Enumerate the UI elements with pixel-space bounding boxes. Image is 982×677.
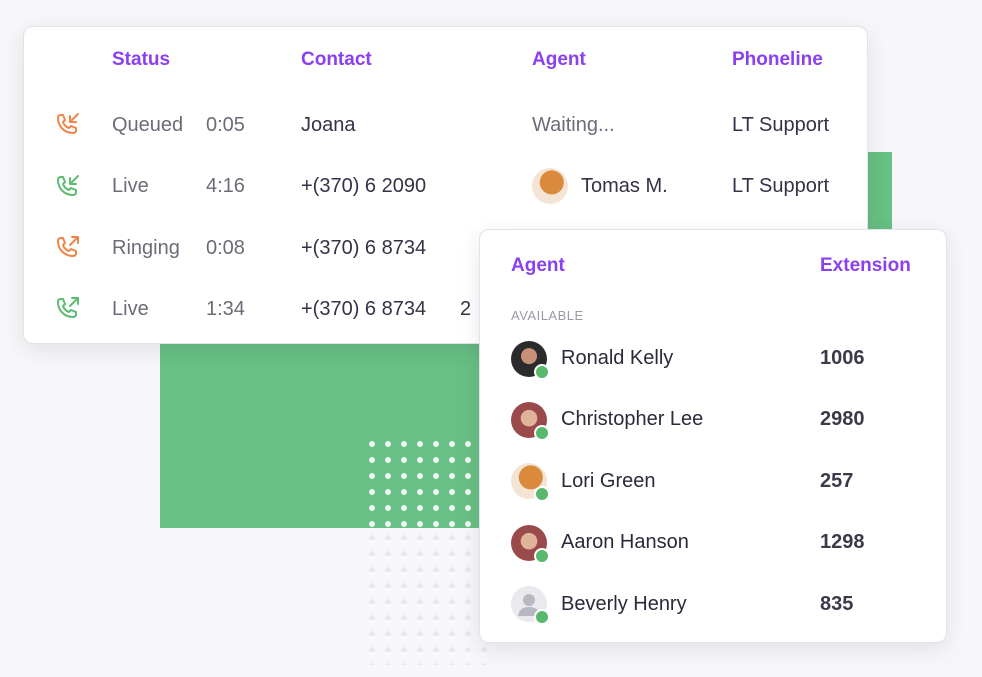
online-status-dot <box>534 364 550 380</box>
avatar <box>511 402 550 441</box>
agent-name: Aaron Hanson <box>561 531 689 553</box>
phone-outgoing-icon <box>57 236 79 257</box>
avatar <box>511 341 550 380</box>
header-extension: Extension <box>820 255 911 276</box>
agent-avatar <box>532 168 568 204</box>
phone-incoming-icon <box>57 113 79 134</box>
agent-name: Christopher Lee <box>561 408 704 430</box>
decorative-dot-grid-faded <box>364 530 494 665</box>
header-status: Status <box>112 49 171 70</box>
header-agent: Agent <box>532 49 586 70</box>
phone-incoming-icon <box>57 175 79 196</box>
call-duration: 0:05 <box>206 114 245 136</box>
agent-extension: 2980 <box>820 408 865 430</box>
header-phoneline: Phoneline <box>732 49 823 70</box>
call-status: Live <box>112 298 149 320</box>
online-status-dot <box>534 425 550 441</box>
call-status: Queued <box>112 114 184 136</box>
agent-extension: 835 <box>820 593 854 615</box>
online-status-dot <box>534 609 550 625</box>
call-duration: 4:16 <box>206 175 245 197</box>
agent-name: Lori Green <box>561 470 656 492</box>
agent-name: Beverly Henry <box>561 593 687 615</box>
call-agent: Waiting... <box>532 114 615 136</box>
avatar <box>511 586 550 625</box>
header-contact: Contact <box>301 49 372 70</box>
avatar <box>511 525 550 564</box>
header-agent: Agent <box>511 255 565 276</box>
section-label-available: AVAILABLE <box>511 308 584 323</box>
call-phoneline: LT Support <box>732 114 830 136</box>
phone-outgoing-icon <box>57 297 79 318</box>
avatar <box>511 463 550 502</box>
call-contact-suffix: 2 <box>460 298 472 320</box>
online-status-dot <box>534 548 550 564</box>
call-contact: +(370) 6 8734 <box>301 298 427 320</box>
online-status-dot <box>534 486 550 502</box>
agent-extension: 1298 <box>820 531 865 553</box>
call-contact: Joana <box>301 114 356 136</box>
call-agent: Tomas M. <box>581 175 668 197</box>
agent-extension: 257 <box>820 470 854 492</box>
user-placeholder-icon <box>518 594 540 616</box>
call-status: Live <box>112 175 149 197</box>
agents-panel: Agent Extension AVAILABLE Ronald Kelly 1… <box>479 229 947 643</box>
call-duration: 0:08 <box>206 237 245 259</box>
call-contact: +(370) 6 2090 <box>301 175 427 197</box>
call-duration: 1:34 <box>206 298 245 320</box>
call-contact: +(370) 6 8734 <box>301 237 427 259</box>
agent-extension: 1006 <box>820 347 865 369</box>
call-status: Ringing <box>112 237 180 259</box>
agent-name: Ronald Kelly <box>561 347 674 369</box>
call-phoneline: LT Support <box>732 175 830 197</box>
